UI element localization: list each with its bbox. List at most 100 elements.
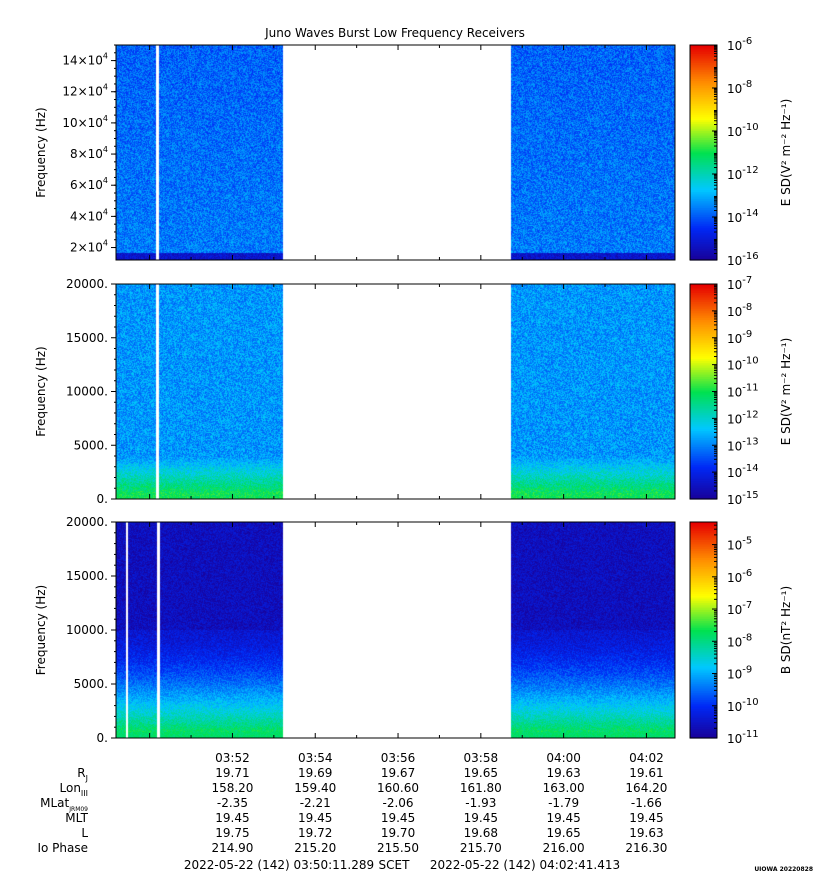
colorbar-segment (690, 604, 717, 608)
x-tick-label: 03:52 (215, 751, 250, 765)
spectrogram-middle (116, 284, 675, 499)
colorbar-segment (690, 50, 717, 53)
colorbar-segment (690, 249, 717, 252)
colorbar-segment (690, 470, 717, 473)
colorbar-segment (690, 657, 717, 660)
colorbar-segment (690, 550, 717, 554)
ephemeris-value: 19.68 (464, 826, 498, 840)
colorbar-tick-label: 10-6 (727, 36, 752, 53)
colorbar-segment (690, 601, 717, 604)
colorbar-segment (690, 577, 717, 581)
colorbar-segment (690, 653, 717, 656)
y-tick-label: 20000. (66, 277, 108, 291)
colorbar-segment (690, 725, 717, 728)
colorbar-segment (690, 165, 717, 168)
colorbar-segment (690, 556, 717, 559)
colorbar-segment (690, 662, 717, 665)
colorbar-segment (690, 398, 717, 402)
ephemeris-value: 214.90 (211, 841, 253, 855)
colorbar-segment (690, 252, 717, 256)
colorbar-segment (690, 80, 717, 84)
colorbar-segment (690, 472, 717, 475)
colorbar-segment (690, 105, 717, 109)
colorbar-segment (690, 353, 717, 357)
colorbar-segment (690, 152, 717, 155)
colorbar-segment (690, 335, 717, 339)
colorbar-segment (690, 284, 717, 287)
colorbar-segment (690, 380, 717, 384)
colorbar-segment (690, 53, 717, 57)
colorbar-segment (690, 224, 717, 227)
colorbar-segment (690, 572, 717, 575)
colorbar-segment (690, 184, 717, 188)
colorbar-segment (690, 200, 717, 204)
ephemeris-row-label: MLatJRM09 (40, 796, 88, 813)
colorbar-segment (690, 334, 717, 337)
colorbar-segment (690, 588, 717, 591)
colorbar-segment (690, 218, 717, 222)
colorbar-segment (690, 729, 717, 732)
colorbar-segment (690, 321, 717, 325)
colorbar-tick-label: 10-8 (727, 79, 752, 96)
colorbar-segment (690, 540, 717, 543)
colorbar-segment (690, 186, 717, 189)
ephemeris-value: 19.69 (298, 766, 332, 780)
colorbar-segment (690, 563, 717, 566)
colorbar-tick-label: 10-14 (727, 463, 759, 480)
colorbar-segment (690, 438, 717, 441)
colorbar-segment (690, 631, 717, 635)
colorbar-segment (690, 96, 717, 100)
colorbar-segment (690, 732, 717, 735)
colorbar-segment (690, 413, 717, 416)
ephemeris-value: 159.40 (294, 781, 336, 795)
ephemeris-value: 19.75 (215, 826, 249, 840)
colorbar-segment (690, 66, 717, 69)
colorbar-segment (690, 402, 717, 405)
colorbar-segment (690, 457, 717, 461)
colorbar-segment (690, 418, 717, 421)
colorbar-segment (690, 420, 717, 423)
colorbar-segment (690, 532, 717, 536)
colorbar-segment (690, 452, 717, 455)
colorbar-tick-label: 10-11 (727, 729, 759, 746)
colorbar-segment (690, 730, 717, 734)
colorbar-segment (690, 559, 717, 563)
chart-title: Juno Waves Burst Low Frequency Receivers (264, 26, 525, 40)
colorbar-tick-label: 10-10 (727, 122, 759, 139)
colorbar-segment (690, 233, 717, 236)
colorbar-segment (690, 202, 717, 206)
colorbar-segment (690, 378, 717, 382)
colorbar-tick-label: 10-11 (727, 383, 759, 400)
colorbar-segment (690, 606, 717, 609)
panels: 2×104 4×104 6×104 8×104 10×104 12×104 14×104 Fr… (34, 36, 793, 746)
colorbar-segment (690, 445, 717, 448)
colorbar-segment (690, 197, 717, 200)
colorbar-segment (690, 127, 717, 130)
colorbar-segment (690, 370, 717, 373)
y-tick-label: 10000. (66, 385, 108, 399)
colorbar-tick-label: 10-7 (727, 275, 752, 292)
colorbar-segment (690, 655, 717, 658)
y-tick-label: 6×104 (70, 176, 108, 192)
colorbar-segment (690, 62, 717, 66)
colorbar-segment (690, 300, 717, 303)
colorbar-segment (690, 75, 717, 78)
colorbar-segment (690, 145, 717, 148)
colorbar-segment (690, 118, 717, 121)
colorbar-segment (690, 294, 717, 298)
colorbar-segment (690, 102, 717, 105)
colorbar-segment (690, 236, 717, 240)
colorbar-segment (690, 649, 717, 653)
colorbar-segment (690, 651, 717, 654)
panel-top: 2×104 4×104 6×104 8×104 10×104 12×104 14×104 Fr… (34, 36, 793, 268)
ephemeris-value: -1.66 (631, 796, 662, 810)
colorbar-segment (690, 461, 717, 464)
colorbar-tick-label: 10-12 (727, 409, 759, 426)
x-axis: 03:52 03:54 03:56 03:58 04:00 04:02 (215, 751, 664, 765)
colorbar-segment (690, 296, 717, 299)
colorbar-segment (690, 723, 717, 726)
colorbar-segment (690, 423, 717, 427)
colorbar-segment (690, 243, 717, 247)
colorbar-frame (689, 521, 718, 739)
colorbar-segment (690, 676, 717, 680)
